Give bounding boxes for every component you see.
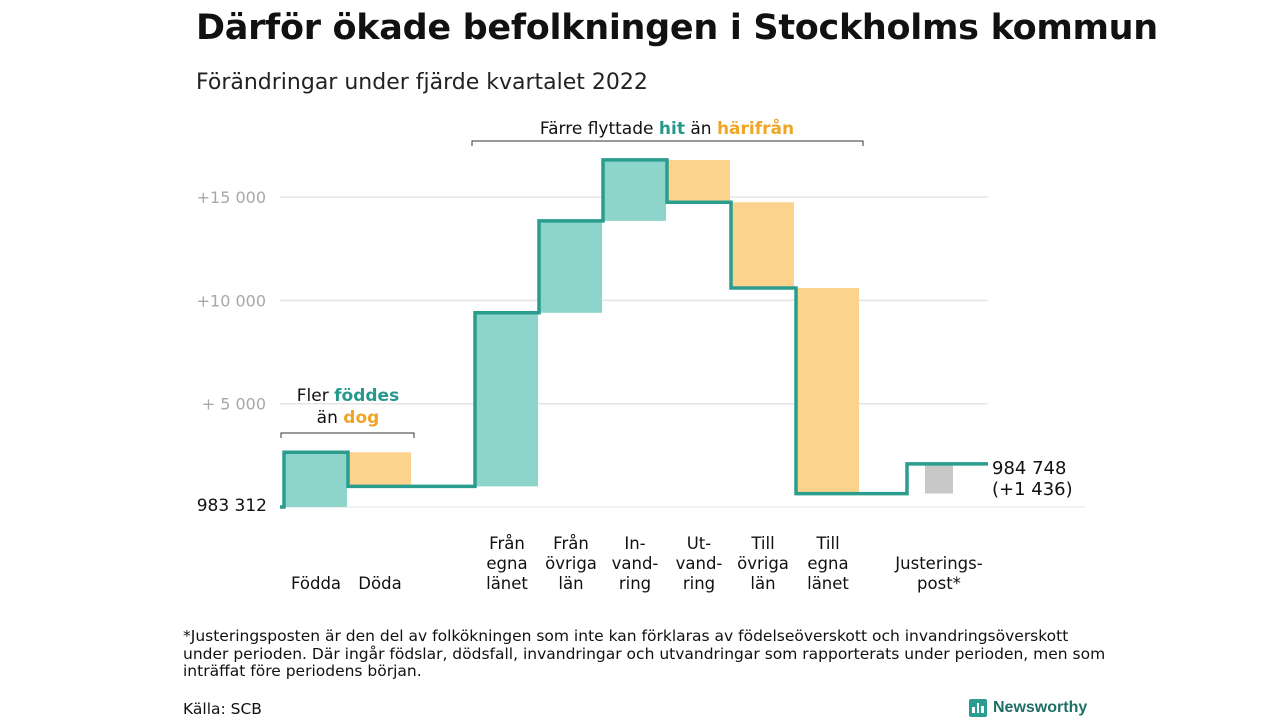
footnote: *Justeringsposten är den del av folkökni… bbox=[183, 627, 1106, 680]
x-tick-label: Från bbox=[553, 534, 589, 553]
x-tick-label: övriga bbox=[545, 554, 597, 573]
x-tick-label: Till bbox=[750, 534, 774, 553]
bar-layer bbox=[285, 159, 953, 507]
x-tick-label: vand- bbox=[612, 554, 659, 573]
x-tick-label: post* bbox=[917, 574, 961, 593]
bar-1 bbox=[349, 452, 411, 487]
chart-subtitle: Förändringar under fjärde kvartalet 2022 bbox=[196, 70, 648, 95]
bar-3 bbox=[540, 220, 602, 313]
x-tick-label: övriga bbox=[737, 554, 789, 573]
svg-text:Fler föddes: Fler föddes bbox=[297, 386, 399, 406]
top-annotation-hit: hit bbox=[659, 119, 685, 139]
left-annotation-prefix: Fler bbox=[297, 386, 334, 406]
x-tick-label: län bbox=[750, 574, 775, 593]
x-tick-label: länet bbox=[486, 574, 528, 593]
left-annotation-dog: dog bbox=[343, 408, 379, 428]
brand-logo: Newsworthy bbox=[969, 697, 1087, 719]
end-change-label: (+1 436) bbox=[992, 479, 1073, 500]
top-annotation-bracket bbox=[471, 140, 864, 146]
x-tick-label: Döda bbox=[358, 574, 401, 593]
x-tick-label: länet bbox=[807, 574, 849, 593]
end-value-label: 984 748 bbox=[992, 458, 1066, 479]
line-layer bbox=[280, 158, 988, 509]
x-tick-label: Justerings- bbox=[894, 554, 982, 573]
x-tick-label: vand- bbox=[676, 554, 723, 573]
x-tick-label: egna bbox=[486, 554, 527, 573]
source-label: Källa: SCB bbox=[183, 700, 262, 718]
top-annotation-harifran: härifrån bbox=[717, 117, 794, 139]
svg-text:än dog: än dog bbox=[317, 408, 380, 428]
left-annotation-foddes: föddes bbox=[334, 386, 399, 406]
top-annotation: Färre flyttade hit än härifrån bbox=[471, 117, 864, 146]
brand-name: Newsworthy bbox=[993, 699, 1088, 716]
x-tick-label: Ut- bbox=[687, 534, 712, 553]
top-annotation-middle: än bbox=[685, 119, 717, 139]
x-tick-label: egna bbox=[807, 554, 848, 573]
y-tick-label: +10 000 bbox=[197, 291, 266, 310]
waterfall-line bbox=[280, 158, 988, 509]
y-tick-label: + 5 000 bbox=[202, 395, 266, 414]
left-annotation: Fler föddes än dog bbox=[280, 386, 415, 438]
x-tick-label: ring bbox=[683, 574, 715, 593]
x-tick-label: Födda bbox=[291, 574, 341, 593]
start-value-label: 983 312 bbox=[197, 496, 267, 516]
x-tick-label: In- bbox=[624, 534, 645, 553]
top-annotation-prefix: Färre flyttade bbox=[540, 119, 659, 139]
bar-chart-icon bbox=[969, 699, 987, 717]
left-annotation-bracket bbox=[280, 432, 415, 438]
bar-6 bbox=[732, 202, 794, 289]
y-tick-label: +15 000 bbox=[197, 188, 266, 207]
svg-text:Färre flyttade hit än härifrån: Färre flyttade hit än härifrån bbox=[540, 117, 794, 139]
bar-2 bbox=[476, 312, 538, 487]
x-tick-label: Till bbox=[815, 534, 839, 553]
bar-5 bbox=[668, 159, 730, 203]
x-tick-label: län bbox=[558, 574, 583, 593]
chart-title: Därför ökade befolkningen i Stockholms k… bbox=[196, 8, 1158, 48]
bar-4 bbox=[604, 159, 666, 221]
x-tick-label: ring bbox=[619, 574, 651, 593]
bar-7 bbox=[797, 288, 859, 494]
bar-8 bbox=[925, 463, 953, 494]
left-annotation-prefix2: än bbox=[317, 408, 344, 428]
x-tick-label: Från bbox=[489, 534, 525, 553]
bar-0 bbox=[285, 452, 347, 507]
